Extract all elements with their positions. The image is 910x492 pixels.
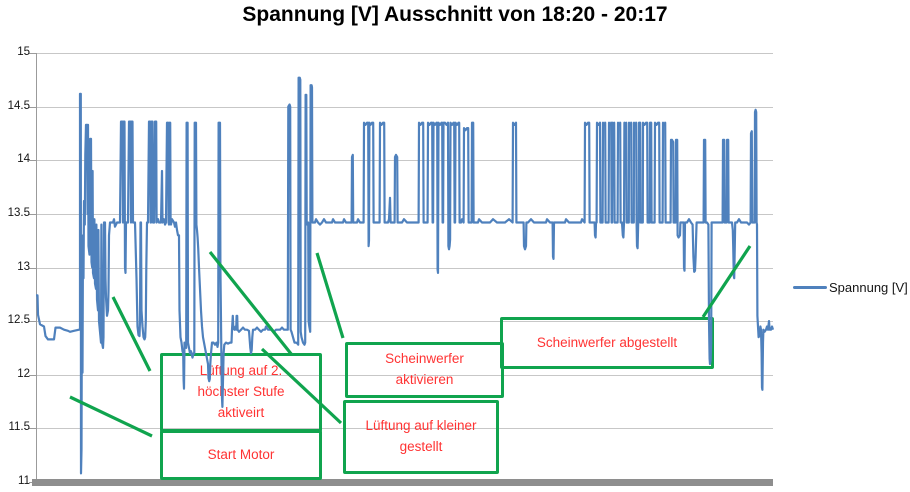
y-axis-tick [29, 321, 37, 323]
gridline [36, 213, 773, 215]
annotation-box-scheinwerfer-aktivieren: Scheinwerfer aktivieren [345, 342, 504, 398]
y-axis-line [36, 53, 37, 482]
y-axis-tick [29, 267, 37, 269]
annotation-box-lueftung-kleiner: Lüftung auf kleiner gestellt [343, 400, 499, 474]
y-axis-tick [29, 53, 37, 54]
y-axis-label: 15 [17, 46, 30, 58]
gridline [36, 321, 773, 323]
gridline [36, 106, 773, 108]
annotation-connector-line [260, 347, 343, 425]
y-axis-tick [29, 160, 37, 162]
y-axis-label: 13 [17, 260, 30, 273]
annotation-box-scheinwerfer-abgestellt: Scheinwerfer abgestellt [500, 317, 714, 369]
annotation-connector-line [315, 252, 345, 339]
y-axis-tick [29, 213, 37, 215]
gridline [36, 428, 773, 430]
legend-line-swatch [793, 286, 827, 289]
annotation-connector-line [701, 245, 752, 318]
chart-title: Spannung [V] Ausschnitt von 18:20 - 20:1… [242, 3, 668, 26]
x-axis-bar [32, 479, 773, 486]
gridline [36, 374, 773, 376]
y-axis-label: 14.5 [7, 99, 30, 112]
y-axis-label: 12 [17, 367, 30, 380]
voltage-series-line [36, 76, 775, 475]
gridline [36, 53, 773, 54]
y-axis-tick [29, 428, 37, 430]
y-axis-label: 13.5 [7, 206, 30, 219]
annotation-connector-line [69, 395, 153, 438]
legend-label: Spannung [V] [829, 280, 908, 295]
annotation-connector-line [208, 251, 294, 356]
y-axis-label: 14 [17, 153, 30, 166]
y-axis-label: 12.5 [7, 314, 30, 327]
gridline [36, 160, 773, 162]
y-axis-tick [29, 106, 37, 108]
annotation-connector-line [111, 296, 152, 372]
gridline [36, 267, 773, 269]
y-axis-tick [29, 374, 37, 376]
y-axis-label: 11 [18, 475, 30, 487]
annotation-connector-lines [69, 245, 752, 438]
annotation-box-start-motor: Start Motor [160, 430, 322, 480]
y-axis-label: 11.5 [8, 421, 30, 434]
